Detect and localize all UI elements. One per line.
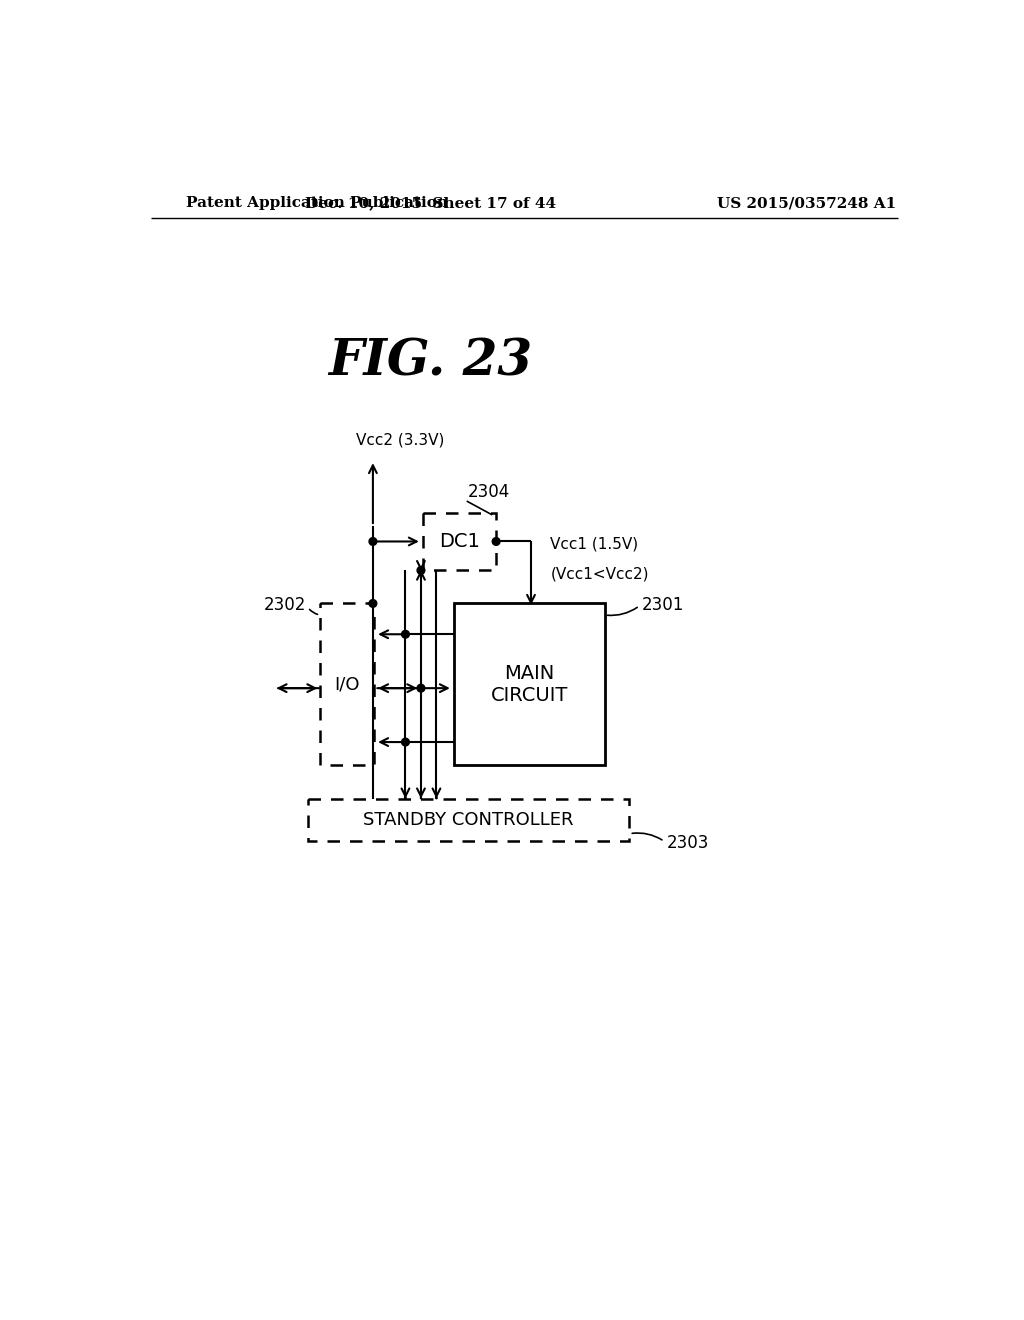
Text: FIG. 23: FIG. 23 xyxy=(328,338,532,387)
Circle shape xyxy=(401,631,410,638)
Text: Vcc1 (1.5V): Vcc1 (1.5V) xyxy=(550,536,639,552)
Bar xyxy=(454,603,604,766)
Bar xyxy=(423,512,496,570)
Circle shape xyxy=(369,599,377,607)
Text: Vcc2 (3.3V): Vcc2 (3.3V) xyxy=(356,432,444,447)
Text: 2301: 2301 xyxy=(642,595,684,614)
Circle shape xyxy=(417,566,425,574)
Circle shape xyxy=(493,537,500,545)
Bar xyxy=(308,799,630,841)
Text: Dec. 10, 2015  Sheet 17 of 44: Dec. 10, 2015 Sheet 17 of 44 xyxy=(305,197,556,210)
Text: STANDBY CONTROLLER: STANDBY CONTROLLER xyxy=(364,812,573,829)
Bar xyxy=(321,603,375,766)
Text: US 2015/0357248 A1: US 2015/0357248 A1 xyxy=(717,197,896,210)
Text: 2304: 2304 xyxy=(468,483,511,502)
Text: I/O: I/O xyxy=(335,676,360,693)
Circle shape xyxy=(417,684,425,692)
Text: 2302: 2302 xyxy=(264,595,306,614)
Circle shape xyxy=(369,537,377,545)
Text: 2303: 2303 xyxy=(667,834,709,851)
Text: MAIN
CIRCUIT: MAIN CIRCUIT xyxy=(490,664,567,705)
Text: Patent Application Publication: Patent Application Publication xyxy=(186,197,449,210)
Text: (Vcc1<Vcc2): (Vcc1<Vcc2) xyxy=(550,566,649,582)
Text: DC1: DC1 xyxy=(439,532,480,550)
Circle shape xyxy=(401,738,410,746)
